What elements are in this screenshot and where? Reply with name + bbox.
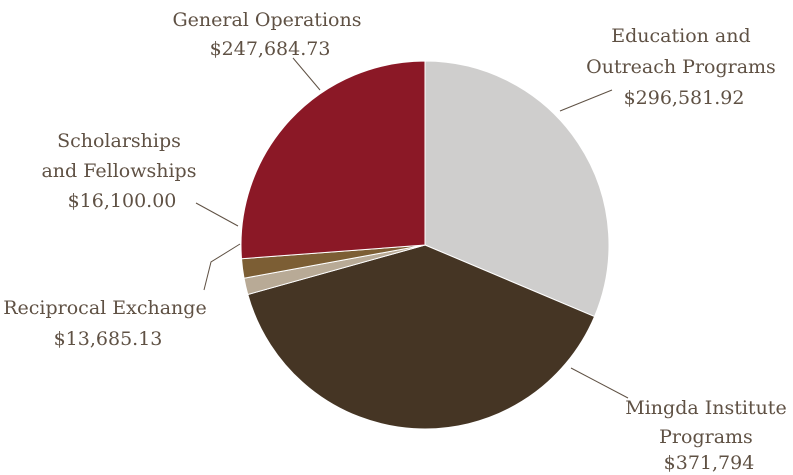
leader-line-mingda xyxy=(570,367,629,399)
pie-slices xyxy=(240,60,610,430)
leader-line-reciprocal xyxy=(203,243,241,291)
pie-slice-general xyxy=(240,60,426,260)
leader-line-general xyxy=(292,57,321,91)
leader-line-scholarships xyxy=(195,202,239,227)
slice-label-education: Education and Outreach Programs $296,581… xyxy=(586,25,782,109)
slice-amount-reciprocal: $13,685.13 xyxy=(54,328,163,350)
slice-label-general: General Operations $247,684.73 xyxy=(172,9,367,60)
slice-label-scholarships-line1: Scholarships xyxy=(57,130,181,152)
slice-amount-general: $247,684.73 xyxy=(210,38,331,60)
pie-slice-education xyxy=(424,60,610,318)
slice-amount-education: $296,581.92 xyxy=(624,87,745,109)
leader-line-education xyxy=(559,89,613,112)
slice-label-reciprocal-line1: Reciprocal Exchange xyxy=(3,297,206,319)
leader-lines xyxy=(195,57,629,399)
slice-label-education-line1: Education and xyxy=(611,25,750,47)
slice-label-general-line1: General Operations xyxy=(172,9,361,31)
slice-label-mingda: Mingda Institute Programs $371,794 xyxy=(625,397,792,474)
slice-label-scholarships: Scholarships and Fellowships $16,100.00 xyxy=(41,130,202,212)
slice-amount-scholarships: $16,100.00 xyxy=(68,190,177,212)
slice-label-mingda-line2: Programs xyxy=(659,426,753,448)
slice-label-reciprocal: Reciprocal Exchange $13,685.13 xyxy=(3,297,213,350)
slice-label-scholarships-line2: and Fellowships xyxy=(41,160,196,182)
slice-amount-mingda: $371,794 xyxy=(664,452,755,474)
slice-label-education-line2: Outreach Programs xyxy=(586,56,776,78)
slice-label-mingda-line1: Mingda Institute xyxy=(625,397,786,419)
pie-slice-mingda xyxy=(247,244,596,430)
